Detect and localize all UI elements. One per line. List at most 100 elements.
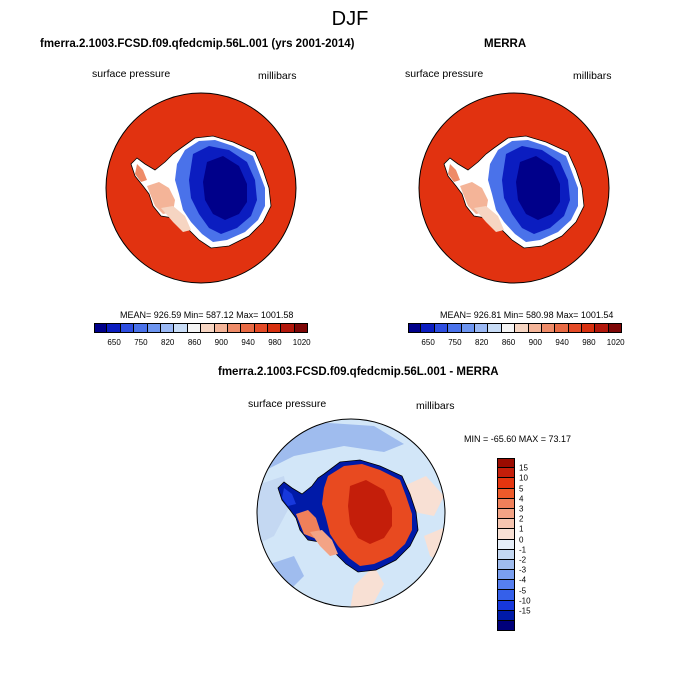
colorbar-swatch — [120, 323, 135, 333]
colorbar-swatch — [582, 323, 596, 333]
colorbar-tick-label: 2 — [519, 514, 524, 524]
colorbar-tick-label: 980 — [268, 338, 282, 347]
colorbar-swatch — [497, 488, 515, 499]
panel-left-title: fmerra.2.1003.FCSD.f09.qfedcmip.56L.001 … — [40, 38, 355, 50]
colorbar-tick-label: 980 — [582, 338, 596, 347]
colorbar-diff — [497, 458, 515, 632]
diff-panel-title: fmerra.2.1003.FCSD.f09.qfedcmip.56L.001 … — [218, 366, 499, 378]
colorbar-swatch — [448, 323, 462, 333]
map-right — [418, 92, 610, 284]
colorbar-swatch — [497, 458, 515, 469]
colorbar-swatch — [408, 323, 422, 333]
colorbar-swatch — [497, 590, 515, 601]
colorbar-tick-label: 750 — [134, 338, 148, 347]
colorbar-tick-label: -15 — [519, 606, 531, 616]
colorbar-swatch — [281, 323, 295, 333]
diff-panel-variable: surface pressure — [248, 398, 327, 410]
colorbar-swatch — [608, 323, 623, 333]
colorbar-swatch — [421, 323, 435, 333]
colorbar-swatch — [134, 323, 148, 333]
colorbar-swatch — [497, 600, 515, 611]
panel-right-stats: MEAN= 926.81 Min= 580.98 Max= 1001.54 — [440, 310, 614, 320]
colorbar-swatch — [555, 323, 569, 333]
diff-panel-units: millibars — [416, 400, 455, 412]
colorbar-tick-label: -3 — [519, 565, 527, 575]
colorbar-tick-label: -10 — [519, 596, 531, 606]
panel-left-stats: MEAN= 926.59 Min= 587.12 Max= 1001.58 — [120, 310, 294, 320]
colorbar-swatch — [497, 468, 515, 479]
colorbar-swatch — [268, 323, 282, 333]
colorbar-tick-label: 0 — [519, 535, 524, 545]
map-left — [105, 92, 297, 284]
colorbar-swatch — [515, 323, 529, 333]
colorbar-swatch — [94, 323, 108, 333]
panel-right-title: MERRA — [484, 38, 527, 50]
colorbar-tick-label: 820 — [475, 338, 489, 347]
colorbar-swatch — [497, 498, 515, 509]
colorbar-swatch — [201, 323, 215, 333]
colorbar-swatch — [497, 478, 515, 489]
colorbar-tick-label: 4 — [519, 494, 524, 504]
colorbar-right-ticks: 650 750 820 860 900 940 980 1020 — [408, 338, 625, 350]
colorbar-tick-label: 940 — [241, 338, 255, 347]
colorbar-swatch — [568, 323, 583, 333]
panel-left-units: millibars — [258, 70, 297, 82]
colorbar-tick-label: 3 — [519, 504, 524, 514]
panel-right-variable: surface pressure — [405, 68, 484, 80]
colorbar-swatch — [294, 323, 309, 333]
colorbar-swatch — [160, 323, 175, 333]
figure-title: DJF — [331, 8, 369, 30]
colorbar-swatch — [595, 323, 609, 333]
colorbar-tick-label: 820 — [161, 338, 175, 347]
colorbar-swatch — [541, 323, 556, 333]
diff-panel-stats: MIN = -65.60 MAX = 73.17 — [464, 434, 572, 444]
colorbar-swatch — [214, 323, 228, 333]
colorbar-right — [408, 323, 623, 333]
colorbar-swatch — [497, 539, 515, 550]
colorbar-tick-label: 15 — [519, 463, 528, 473]
panel-right-units: millibars — [573, 70, 612, 82]
colorbar-left — [94, 323, 309, 333]
colorbar-swatch — [107, 323, 121, 333]
colorbar-tick-label: 860 — [501, 338, 516, 347]
colorbar-swatch — [497, 610, 515, 621]
colorbar-diff-ticks: 15 10 5 4 3 2 1 0 -1 -2 -3 -4 -5 -10 -15 — [519, 458, 549, 632]
colorbar-tick-label: 860 — [187, 338, 202, 347]
colorbar-swatch — [488, 323, 502, 333]
colorbar-swatch — [497, 508, 515, 520]
colorbar-swatch — [497, 559, 515, 571]
colorbar-swatch — [434, 323, 449, 333]
antarctica-right — [443, 135, 585, 249]
colorbar-swatch — [187, 323, 202, 333]
colorbar-swatch — [147, 323, 161, 333]
colorbar-tick-label: -4 — [519, 575, 527, 585]
colorbar-tick-label: -1 — [519, 545, 527, 555]
colorbar-swatch — [174, 323, 188, 333]
colorbar-tick-label: 10 — [519, 473, 528, 483]
colorbar-swatch — [254, 323, 269, 333]
colorbar-tick-label: 750 — [448, 338, 462, 347]
map-diff — [256, 418, 446, 608]
colorbar-tick-label: 1020 — [606, 338, 625, 347]
antarctica-diff — [277, 459, 419, 573]
colorbar-swatch — [497, 519, 515, 530]
colorbar-swatch — [497, 621, 515, 632]
colorbar-swatch — [497, 529, 515, 540]
colorbar-tick-label: 5 — [519, 484, 524, 494]
colorbar-tick-label: -2 — [519, 555, 527, 565]
colorbar-swatch — [497, 570, 515, 581]
colorbar-tick-label: 900 — [214, 338, 228, 347]
colorbar-swatch — [227, 323, 242, 333]
colorbar-tick-label: 1 — [519, 524, 524, 534]
antarctica-left — [130, 135, 272, 249]
colorbar-tick-label: 900 — [528, 338, 542, 347]
colorbar-left-ticks: 650 750 820 860 900 940 980 1020 — [94, 338, 310, 350]
colorbar-tick-label: 650 — [107, 338, 121, 347]
panel-left-variable: surface pressure — [92, 68, 171, 80]
colorbar-tick-label: 940 — [555, 338, 569, 347]
colorbar-swatch — [241, 323, 255, 333]
colorbar-swatch — [528, 323, 542, 333]
colorbar-swatch — [497, 580, 515, 591]
colorbar-tick-label: -5 — [519, 586, 527, 596]
colorbar-swatch — [501, 323, 516, 333]
